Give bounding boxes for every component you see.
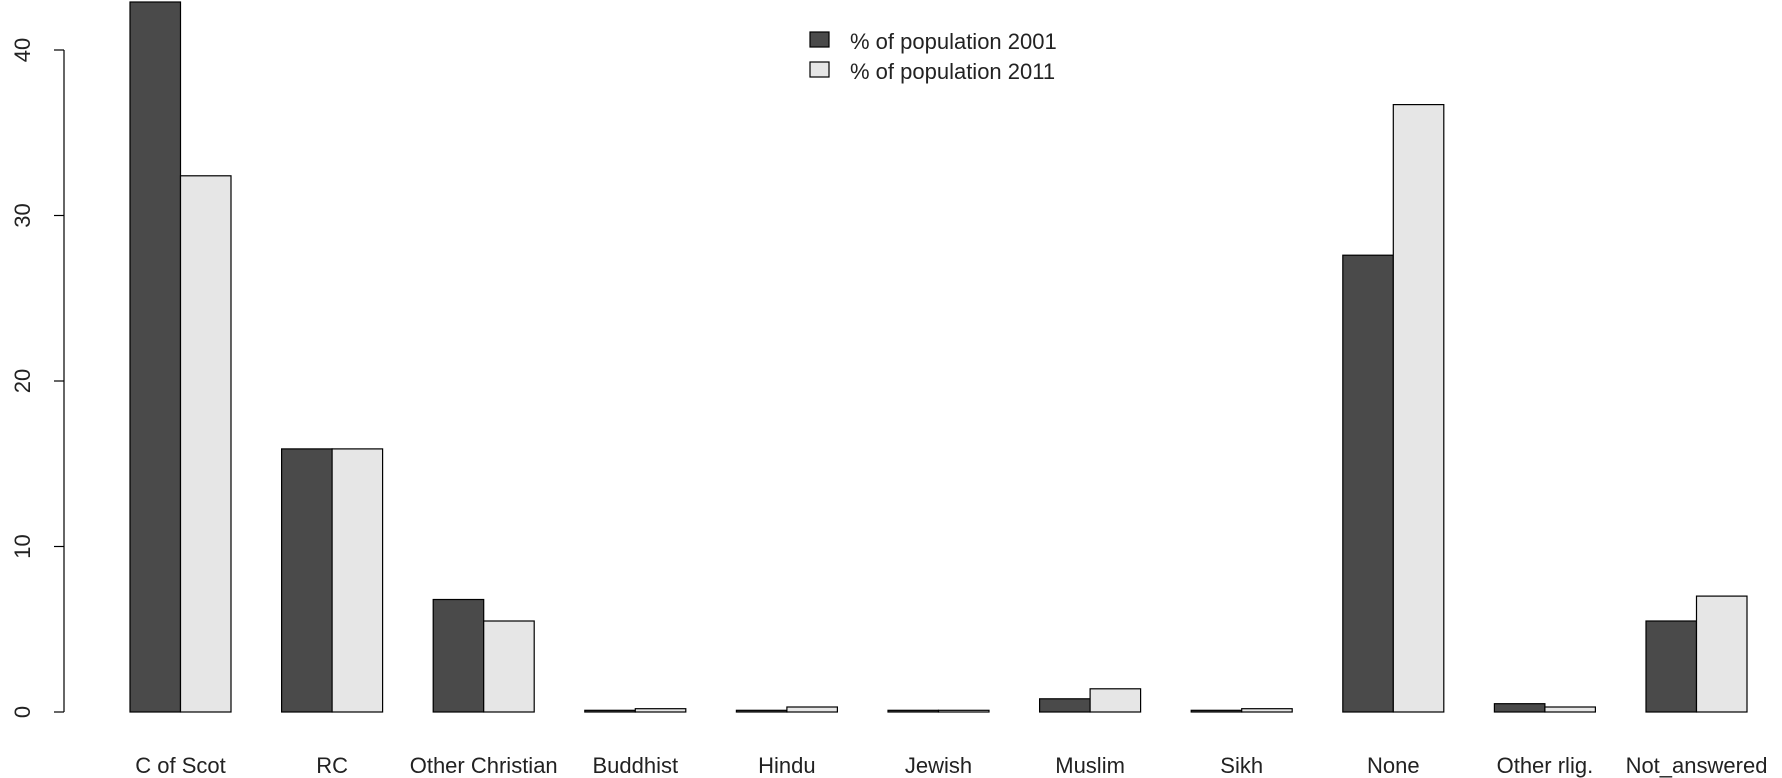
y-axis: 0 10 20 30 40 bbox=[10, 38, 65, 718]
y-tick-label: 20 bbox=[10, 369, 35, 393]
bar-2001-hindu bbox=[735, 709, 788, 713]
legend-label: % of population 2011 bbox=[850, 59, 1055, 84]
bar-2001-rc bbox=[281, 448, 333, 713]
bar-2011-rc bbox=[331, 448, 384, 713]
legend: % of population 2001 % of population 2011 bbox=[809, 29, 1057, 84]
bar-2011-jewish bbox=[937, 709, 990, 713]
bar-2001-jewish bbox=[887, 709, 940, 713]
bar-2001-other-rlig- bbox=[1493, 703, 1546, 713]
x-category-label: RC bbox=[316, 753, 348, 778]
bar-2011-none bbox=[1392, 103, 1445, 713]
x-category-label: Other rlig. bbox=[1497, 753, 1594, 778]
bar-2011-buddhist bbox=[634, 708, 687, 713]
x-category-label: Jewish bbox=[905, 753, 972, 778]
bar-2001-muslim bbox=[1038, 698, 1091, 713]
x-category-label: Hindu bbox=[758, 753, 815, 778]
bar-2001-not-answered bbox=[1645, 620, 1698, 713]
bar-2011-c-of-scot bbox=[179, 175, 232, 713]
x-category-label: None bbox=[1367, 753, 1420, 778]
bar-2001-other-christian bbox=[432, 598, 485, 713]
legend-label: % of population 2001 bbox=[850, 29, 1057, 54]
x-category-label: Not_answered bbox=[1626, 753, 1768, 778]
bar-2001-c-of-scot bbox=[129, 1, 182, 713]
bar-2011-hindu bbox=[786, 706, 839, 713]
x-category-label: Muslim bbox=[1055, 753, 1125, 778]
y-tick-label: 0 bbox=[10, 706, 35, 718]
bar-2011-not-answered bbox=[1695, 595, 1748, 713]
x-category-label: Sikh bbox=[1220, 753, 1263, 778]
bar-2011-muslim bbox=[1089, 688, 1142, 713]
bar-2001-sikh bbox=[1190, 709, 1243, 713]
bar-2001-none bbox=[1342, 254, 1394, 713]
bar-2011-other-christian bbox=[483, 620, 535, 713]
bars-layer bbox=[129, 1, 1748, 713]
legend-swatch bbox=[809, 31, 830, 48]
bar-2001-buddhist bbox=[584, 709, 636, 713]
x-category-label: C of Scot bbox=[135, 753, 225, 778]
x-category-label: Buddhist bbox=[592, 753, 678, 778]
y-tick-label: 10 bbox=[10, 534, 35, 558]
x-axis-labels: C of Scot RC Other Christian Buddhist Hindu J… bbox=[135, 753, 1767, 778]
bar-2011-sikh bbox=[1241, 708, 1293, 713]
y-tick-label: 30 bbox=[10, 203, 35, 227]
bar-2011-other-rlig- bbox=[1544, 706, 1597, 713]
y-tick-label: 40 bbox=[10, 38, 35, 62]
x-category-label: Other Christian bbox=[410, 753, 558, 778]
legend-swatch bbox=[809, 61, 830, 78]
